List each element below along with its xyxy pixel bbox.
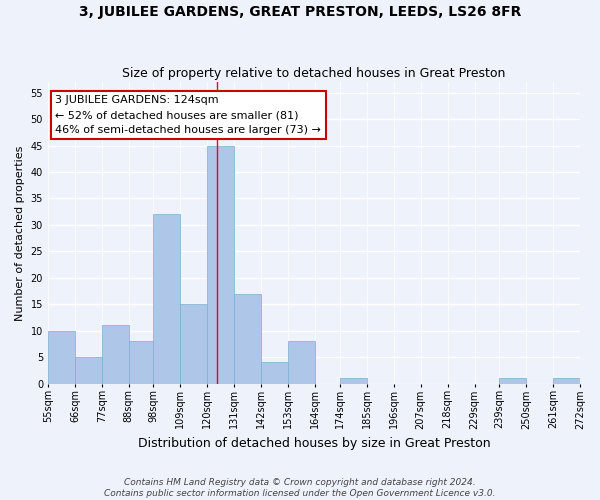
Text: 3, JUBILEE GARDENS, GREAT PRESTON, LEEDS, LS26 8FR: 3, JUBILEE GARDENS, GREAT PRESTON, LEEDS… (79, 5, 521, 19)
Bar (288, 342, 315, 384)
Bar (340, 378, 367, 384)
Bar (48, 330, 75, 384)
Bar (499, 378, 526, 384)
Bar (129, 342, 154, 384)
Bar (102, 326, 129, 384)
Bar (207, 146, 234, 384)
Y-axis label: Number of detached properties: Number of detached properties (15, 145, 25, 320)
X-axis label: Distribution of detached houses by size in Great Preston: Distribution of detached houses by size … (137, 437, 490, 450)
Bar (75, 357, 102, 384)
Bar (181, 304, 207, 384)
Text: Contains HM Land Registry data © Crown copyright and database right 2024.
Contai: Contains HM Land Registry data © Crown c… (104, 478, 496, 498)
Bar (261, 362, 288, 384)
Text: 3 JUBILEE GARDENS: 124sqm
← 52% of detached houses are smaller (81)
46% of semi-: 3 JUBILEE GARDENS: 124sqm ← 52% of detac… (55, 96, 321, 135)
Bar (553, 378, 580, 384)
Bar (154, 214, 181, 384)
Bar (234, 294, 261, 384)
Title: Size of property relative to detached houses in Great Preston: Size of property relative to detached ho… (122, 66, 506, 80)
